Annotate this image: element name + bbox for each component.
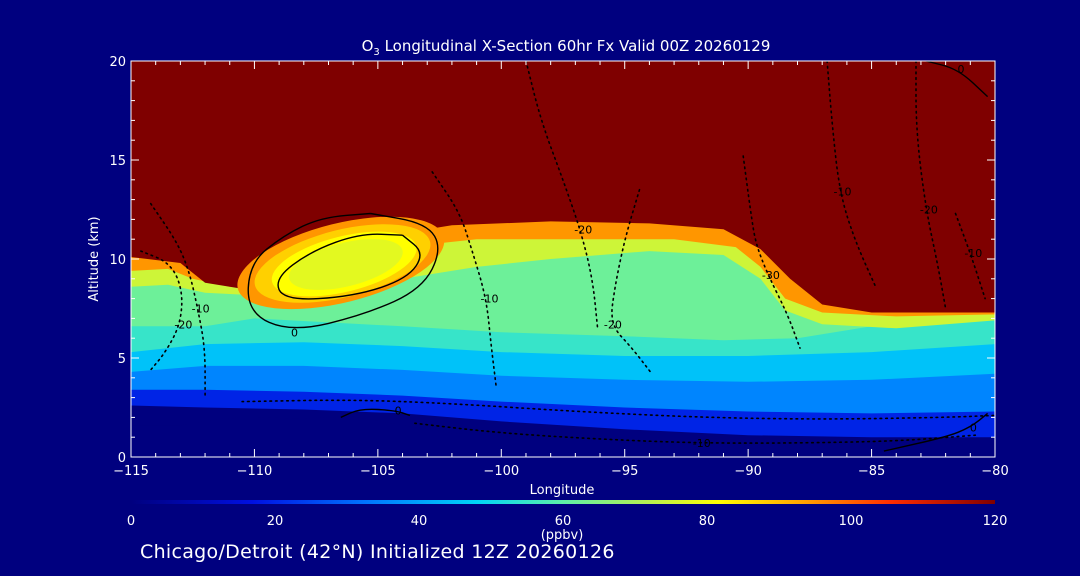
colorbar-tick-label: 120 bbox=[983, 514, 1008, 529]
colorbar-ramp bbox=[131, 500, 995, 504]
y-tick-label: 15 bbox=[109, 154, 126, 169]
contour-line-3 bbox=[883, 412, 989, 452]
x-tick-label: −100 bbox=[483, 464, 519, 479]
colorbar-unit-label: (ppbv) bbox=[541, 528, 584, 543]
contour-line-14 bbox=[414, 422, 977, 444]
terrain-mask bbox=[131, 416, 995, 457]
contour-label-3: 0 bbox=[970, 421, 977, 434]
contour-line-7 bbox=[431, 171, 498, 389]
colorbar: 0 20 40 60 80 100 120 (ppbv) bbox=[127, 500, 1008, 543]
contour-label-5: -10 bbox=[192, 303, 210, 316]
contour-line-0 bbox=[247, 212, 439, 329]
contour-line-13 bbox=[954, 212, 986, 300]
contour-line-2 bbox=[340, 408, 411, 419]
difference-contours bbox=[140, 61, 995, 452]
ozone-pocket-band-3 bbox=[288, 239, 403, 290]
y-tick-label: 0 bbox=[118, 451, 126, 466]
contour-label-9: -30 bbox=[762, 269, 780, 282]
contour-label-11: -10 bbox=[833, 186, 851, 199]
y-tick-label: 10 bbox=[109, 253, 126, 268]
contour-label-0: 0 bbox=[291, 326, 298, 339]
colorbar-tick-label: 20 bbox=[267, 514, 284, 529]
ozone-pocket bbox=[237, 216, 445, 310]
terrain bbox=[131, 416, 995, 457]
contour-line-11 bbox=[826, 61, 878, 290]
contour-label-10: -20 bbox=[574, 223, 592, 236]
contour-label-14: -10 bbox=[693, 437, 711, 450]
colorbar-ticks: 0 20 40 60 80 100 120 bbox=[127, 514, 1008, 529]
contour-line-12 bbox=[915, 61, 947, 310]
run-info-footer: Chicago/Detroit (42°N) Initialized 12Z 2… bbox=[140, 541, 615, 563]
colorbar-tick-label: 40 bbox=[411, 514, 428, 529]
contour-label-12: -20 bbox=[920, 204, 938, 217]
x-tick-label: −80 bbox=[981, 464, 1008, 479]
colorbar-tick-label: 80 bbox=[699, 514, 716, 529]
contour-label-6: -20 bbox=[174, 318, 192, 331]
x-tick-label: −90 bbox=[734, 464, 761, 479]
x-axis-label: Longitude bbox=[530, 483, 595, 498]
y-axis-label: Altitude (km) bbox=[87, 216, 102, 301]
y-axis: 0 5 10 15 20 bbox=[109, 55, 995, 466]
ozone-field bbox=[131, 61, 995, 438]
contour-line-6 bbox=[140, 250, 183, 371]
x-tick-label: −85 bbox=[858, 464, 885, 479]
contour-line-8 bbox=[611, 188, 653, 375]
contour-label-2: 0 bbox=[395, 404, 402, 417]
x-tick-label: −95 bbox=[611, 464, 638, 479]
contour-line-15 bbox=[241, 399, 995, 420]
x-tick-label: −115 bbox=[113, 464, 149, 479]
contour-label-8: -20 bbox=[604, 318, 622, 331]
colorbar-tick-label: 60 bbox=[555, 514, 572, 529]
contour-label-13: -10 bbox=[964, 247, 982, 260]
x-tick-label: −105 bbox=[360, 464, 396, 479]
x-tick-label: −110 bbox=[237, 464, 273, 479]
colorbar-tick-label: 100 bbox=[839, 514, 864, 529]
chart-title: O3 Longitudinal X-Section 60hr Fx Valid … bbox=[362, 37, 771, 58]
contour-line-10 bbox=[525, 61, 599, 330]
contour-line-9 bbox=[742, 155, 801, 349]
contour-line-5 bbox=[149, 202, 206, 399]
colorbar-tick-label: 0 bbox=[127, 514, 135, 529]
contour-label-4: 0 bbox=[957, 63, 964, 76]
contour-label-7: -10 bbox=[480, 293, 498, 306]
contour-line-1 bbox=[277, 233, 421, 300]
ozone-band-7 bbox=[131, 61, 995, 313]
x-axis: −115 −110 −105 −100 −95 −90 −85 −80 bbox=[113, 61, 1009, 479]
y-tick-label: 20 bbox=[109, 55, 126, 70]
y-tick-label: 5 bbox=[118, 352, 126, 367]
